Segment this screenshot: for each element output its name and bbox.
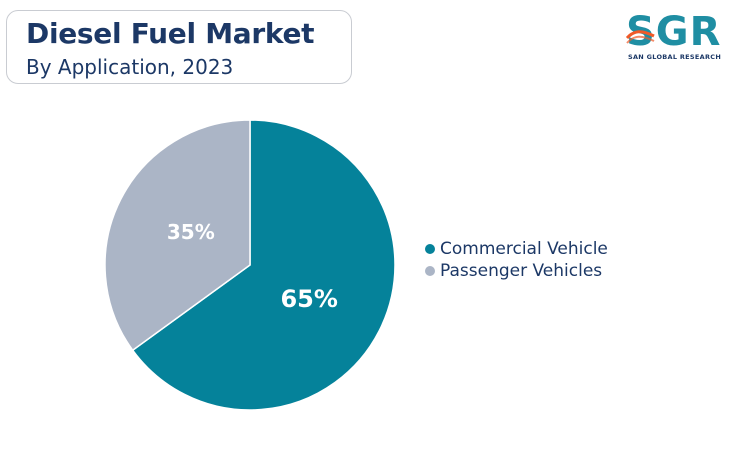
legend-item-passenger-vehicles: Passenger Vehicles bbox=[425, 260, 608, 282]
chart-subtitle: By Application, 2023 bbox=[26, 55, 234, 79]
legend-swatch bbox=[425, 266, 435, 276]
data-label-commercial-vehicle: 65% bbox=[280, 285, 337, 313]
title-box: Diesel Fuel Market By Application, 2023 bbox=[6, 10, 352, 84]
data-label-passenger-vehicles: 35% bbox=[167, 220, 215, 244]
chart-title: Diesel Fuel Market bbox=[26, 17, 315, 50]
pie-slice-commercial-vehicle bbox=[131, 119, 396, 411]
legend-label: Commercial Vehicle bbox=[440, 239, 608, 259]
legend-item-commercial-vehicle: Commercial Vehicle bbox=[425, 238, 608, 260]
logo-swoosh-icon bbox=[626, 30, 655, 44]
legend-swatch bbox=[425, 244, 435, 254]
sgr-logo: SGR SAN GLOBAL RESEARCH bbox=[626, 12, 722, 64]
logo-tagline: SAN GLOBAL RESEARCH bbox=[628, 53, 722, 61]
legend: Commercial Vehicle Passenger Vehicles bbox=[425, 238, 608, 282]
legend-label: Passenger Vehicles bbox=[440, 261, 603, 281]
pie-slice-passenger-vehicles bbox=[104, 119, 251, 352]
